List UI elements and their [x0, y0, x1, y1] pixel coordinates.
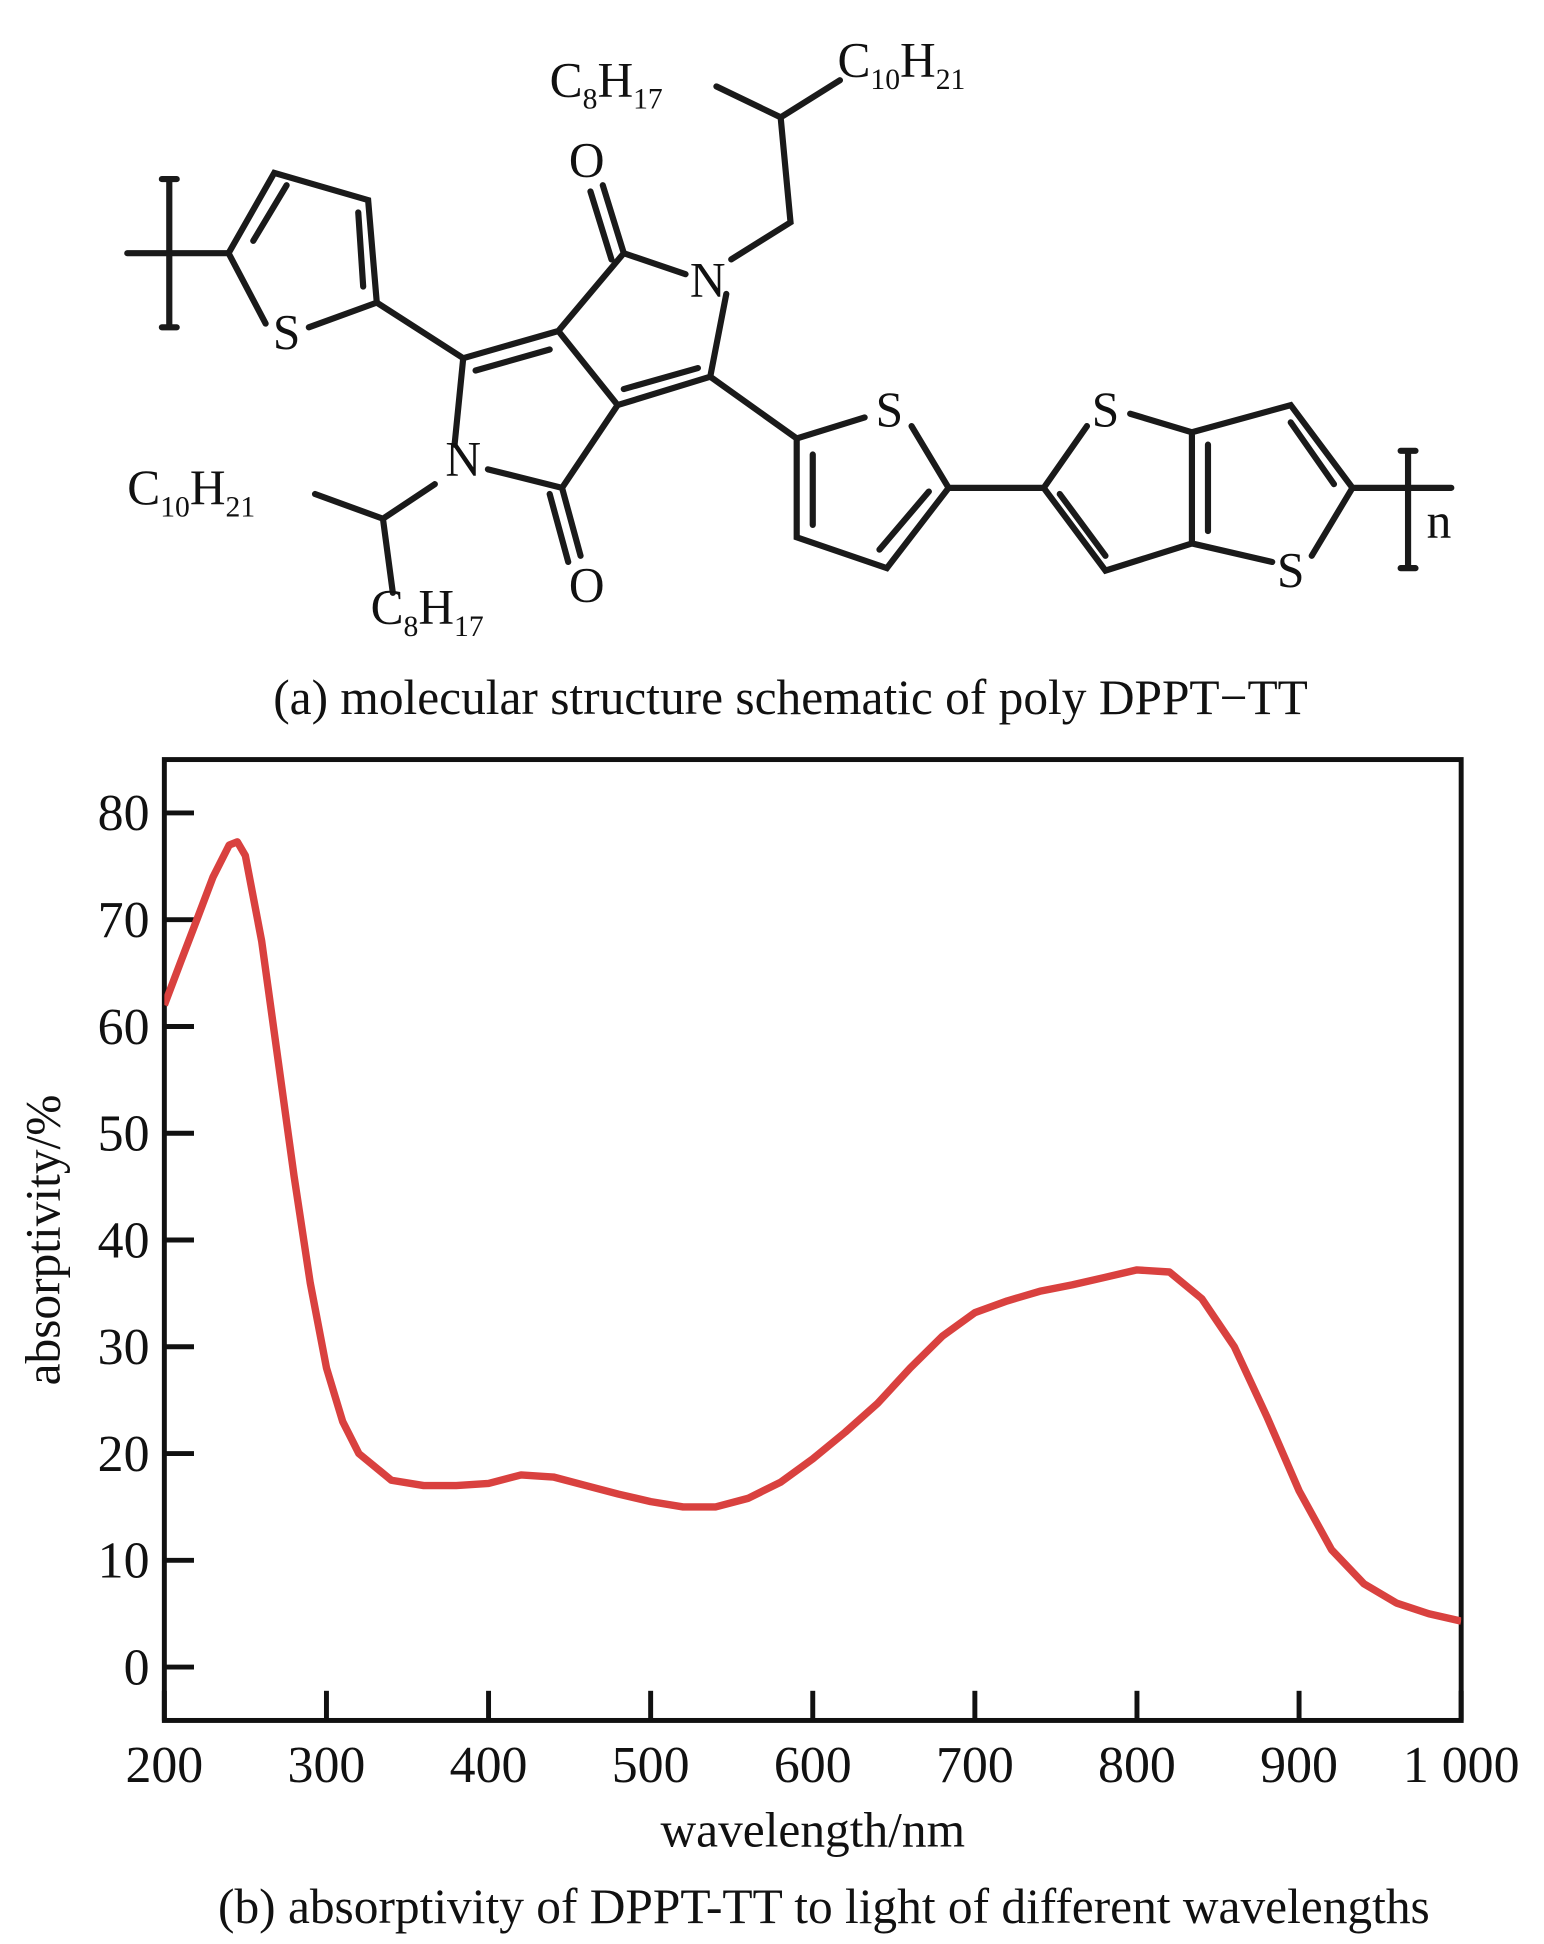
x-tick-label: 700 [936, 1737, 1014, 1794]
element: H [418, 580, 454, 635]
y-tick-label: 60 [98, 999, 150, 1056]
y-tick-label: 80 [98, 785, 150, 842]
subscript: 10 [160, 491, 190, 523]
thiophene-left [225, 169, 381, 331]
thienothiophene [945, 401, 1455, 575]
subscript: 10 [870, 64, 900, 96]
atom: N [445, 432, 481, 487]
caption-a: (a) molecular structure schematic of pol… [273, 670, 1308, 725]
repeat-index: n [1427, 493, 1452, 548]
y-axis-label: absorptivity/% [15, 1095, 70, 1386]
thiophene-middle [707, 373, 953, 572]
atom: S [1092, 382, 1119, 437]
atom: O [569, 133, 605, 188]
x-tick-label: 500 [612, 1737, 690, 1794]
x-tick-label: 1 000 [1403, 1737, 1520, 1794]
y-tick-label: 40 [98, 1212, 150, 1269]
element: C [550, 52, 583, 107]
x-tick-label: 900 [1260, 1737, 1338, 1794]
formula: C10H21 [127, 460, 255, 523]
y-tick-label: 10 [98, 1533, 150, 1590]
subscript: 8 [583, 84, 598, 116]
element: C [371, 580, 404, 635]
atom: S [876, 382, 903, 437]
atom: S [1277, 543, 1304, 598]
y-tick-label: 20 [98, 1426, 150, 1483]
chain-bottom [311, 481, 438, 596]
atom: O [569, 557, 605, 612]
subscript: 21 [226, 491, 256, 523]
subscript: 17 [454, 611, 484, 643]
y-tick-label: 50 [98, 1106, 150, 1163]
subscript: 8 [404, 611, 419, 643]
y-tick-label: 70 [98, 892, 150, 949]
x-axis-label: wavelength/nm [661, 1802, 966, 1857]
absorptivity-line [164, 838, 1462, 1625]
element: C [127, 460, 160, 515]
y-tick-label: 30 [98, 1319, 150, 1376]
subscript: 21 [936, 64, 966, 96]
element: H [190, 460, 226, 515]
subscript: 17 [633, 84, 663, 116]
x-tick-label: 800 [1098, 1737, 1176, 1794]
dpp-core [373, 249, 730, 492]
element: H [900, 33, 936, 88]
atom: S [273, 304, 300, 359]
x-tick-label: 300 [288, 1737, 366, 1794]
element: H [597, 52, 633, 107]
formula: C10H21 [837, 33, 965, 96]
formula: C8H17 [550, 52, 663, 115]
x-tick-label: 600 [774, 1737, 852, 1794]
element: C [837, 33, 870, 88]
formula: C8H17 [371, 580, 484, 643]
y-tick-label: 0 [124, 1639, 150, 1696]
carbonyls [546, 182, 627, 566]
bracket-left [124, 175, 232, 331]
molecule-bonds [124, 77, 1455, 596]
x-tick-label: 200 [125, 1737, 203, 1794]
chain-top [713, 77, 844, 263]
plot-frame [161, 757, 1464, 1723]
x-tick-label: 400 [450, 1737, 528, 1794]
chart-caption: (b) absorptivity of DPPT-TT to light of … [218, 1879, 1430, 1934]
atom: N [690, 252, 726, 307]
